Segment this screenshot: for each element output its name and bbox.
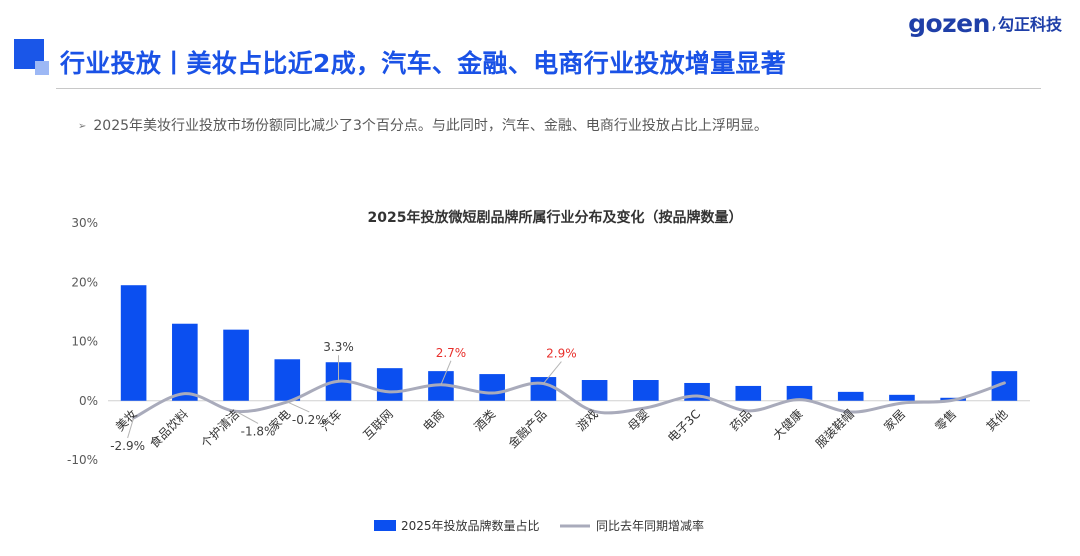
- bar: [581, 380, 608, 401]
- bar: [274, 359, 301, 401]
- data-label: -2.9%: [110, 439, 145, 453]
- legend-line-label: 同比去年同期增减率: [596, 518, 704, 533]
- data-label: -0.2%: [292, 413, 327, 427]
- yoy-change-line: [132, 379, 1006, 420]
- line-point: [183, 392, 187, 395]
- bar: [735, 385, 762, 401]
- x-category-label: 互联网: [360, 407, 395, 442]
- logo-chinese-name: 勾正科技: [997, 15, 1062, 34]
- y-tick-label: 10%: [71, 335, 98, 349]
- industry-distribution-chart: 2025年投放微短剧品牌所属行业分布及变化（按品牌数量） -10% 0% 10% 20…: [67, 209, 1030, 533]
- logo-separator: ,: [990, 12, 997, 34]
- line-point: [1003, 381, 1006, 385]
- line-point: [900, 401, 904, 405]
- bar: [223, 329, 249, 401]
- data-label: 2.7%: [436, 346, 467, 360]
- line-point: [593, 410, 596, 413]
- y-tick-label: 20%: [71, 275, 98, 289]
- line-point: [490, 391, 494, 395]
- line-series: [132, 379, 1006, 420]
- line-point: [695, 394, 699, 398]
- y-tick-label: -10%: [67, 453, 98, 467]
- title-decoration-accent: [35, 61, 49, 75]
- brand-logo: gozen , 勾正科技: [908, 8, 1062, 38]
- x-category-label: 酒类: [471, 407, 498, 434]
- annotation-leader: [287, 401, 310, 413]
- bar: [889, 394, 915, 401]
- data-label: 2.9%: [546, 347, 577, 361]
- bar: [837, 391, 864, 401]
- line-point: [747, 409, 750, 413]
- data-label: -1.8%: [241, 424, 276, 438]
- x-category-label: 家居: [880, 406, 908, 434]
- bar: [172, 323, 198, 401]
- data-label: 3.3%: [323, 340, 354, 354]
- x-category-label: 服装鞋帽: [812, 406, 857, 451]
- bar: [786, 385, 813, 401]
- annotation-leader: [127, 417, 135, 439]
- annotation-leader: [440, 360, 452, 385]
- x-category-label: 其他: [984, 407, 1011, 434]
- title-divider: [56, 88, 1041, 89]
- bar: [530, 377, 557, 401]
- line-point: [644, 406, 648, 410]
- x-category-label: 电子3C: [665, 407, 703, 445]
- x-category-label: 个护清洁: [198, 407, 242, 451]
- logo-wordmark: gozen: [908, 8, 990, 38]
- x-category-label: 食品饮料: [146, 406, 191, 451]
- line-point: [798, 398, 801, 401]
- legend-bar-swatch: [374, 520, 396, 531]
- x-category-label: 金融产品: [505, 406, 550, 451]
- summary-bullet: ➢ 2025年美妆行业投放市场份额同比减少了3个百分点。与此同时，汽车、金融、电商…: [78, 115, 768, 135]
- bar-series: [120, 285, 1018, 401]
- y-axis: -10% 0% 10% 20% 30%: [67, 216, 1030, 467]
- chart-title: 2025年投放微短剧品牌所属行业分布及变化（按品牌数量）: [368, 209, 743, 226]
- y-tick-label: 0%: [79, 394, 98, 408]
- legend-bar-label: 2025年投放品牌数量占比: [401, 518, 540, 533]
- data-annotations: -2.9% -1.8% -0.2% 3.3% 2.7% 2.9%: [110, 340, 576, 453]
- annotation-leader: [543, 361, 562, 384]
- bar: [479, 374, 505, 401]
- bar: [120, 285, 147, 401]
- line-point: [849, 410, 852, 414]
- x-category-label: 电商: [419, 406, 447, 434]
- line-point: [337, 379, 340, 383]
- line-point: [951, 398, 955, 402]
- summary-text: 2025年美妆行业投放市场份额同比减少了3个百分点。与此同时，汽车、金融、电商行…: [93, 118, 768, 134]
- y-tick-label: 30%: [71, 216, 98, 230]
- x-category-label: 零售: [932, 406, 960, 434]
- bar: [633, 380, 659, 401]
- line-point: [388, 390, 391, 394]
- page-title: 行业投放丨美妆占比近2成，汽车、金融、电商行业投放增量显著: [60, 49, 787, 78]
- arrow-bullet-icon: ➢: [78, 121, 87, 132]
- chart-legend: 2025年投放品牌数量占比 同比去年同期增减率: [374, 518, 704, 533]
- annotation-leader: [235, 410, 259, 424]
- x-category-label: 美妆: [113, 407, 140, 434]
- bar: [376, 368, 403, 401]
- x-category-label: 大健康: [770, 406, 806, 442]
